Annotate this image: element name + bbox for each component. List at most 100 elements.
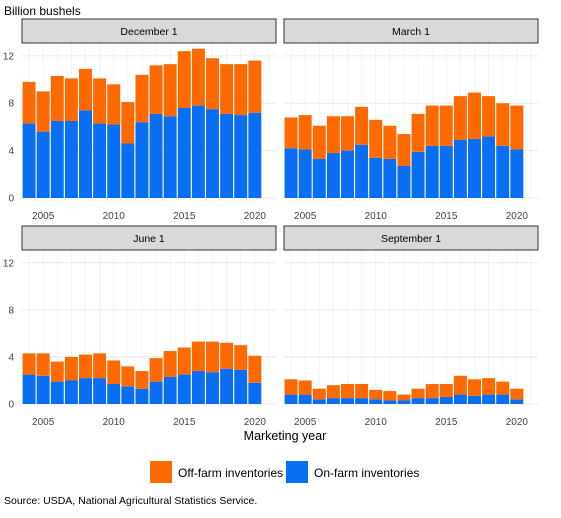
bar-on-farm-2019 <box>496 145 510 198</box>
bar-on-farm-2009 <box>93 123 107 198</box>
bar-on-farm-2012 <box>135 388 149 404</box>
bar-on-farm-2018 <box>220 113 234 198</box>
bar-off-farm-2017 <box>468 379 481 396</box>
x-tick-label: 2005 <box>32 211 55 222</box>
bar-on-farm-2020 <box>510 399 524 404</box>
bar-on-farm-2009 <box>355 398 369 404</box>
y-tick-label: 0 <box>8 400 14 411</box>
bar-off-farm-2018 <box>482 96 496 137</box>
bar-on-farm-2017 <box>206 372 219 404</box>
bar-on-farm-2014 <box>425 398 439 404</box>
bar-off-farm-2008 <box>79 68 92 111</box>
bar-off-farm-2014 <box>425 383 439 399</box>
bar-on-farm-2010 <box>369 157 383 198</box>
bar-on-farm-2012 <box>397 166 411 198</box>
bar-on-farm-2007 <box>64 380 78 404</box>
bar-off-farm-2006 <box>50 361 64 382</box>
x-tick-label: 2005 <box>294 417 317 428</box>
bar-on-farm-2012 <box>135 122 149 198</box>
bar-off-farm-2010 <box>369 119 383 158</box>
x-tick-label: 2020 <box>506 211 529 222</box>
x-axis-label: Marketing year <box>244 429 327 443</box>
bar-off-farm-2005 <box>298 380 312 395</box>
bar-off-farm-2005 <box>298 115 312 150</box>
bar-off-farm-2014 <box>163 351 177 377</box>
bar-off-farm-2020 <box>510 105 524 150</box>
facet-strip-march-1 <box>283 18 539 44</box>
bar-off-farm-2005 <box>36 91 50 132</box>
bar-off-farm-2009 <box>93 353 107 379</box>
bar-off-farm-2018 <box>220 64 234 114</box>
bar-off-farm-2008 <box>341 383 354 399</box>
bar-on-farm-2010 <box>107 383 121 404</box>
bar-off-farm-2020 <box>248 60 262 113</box>
y-tick-label: 12 <box>3 51 15 62</box>
bar-on-farm-2014 <box>425 145 439 198</box>
bar-on-farm-2008 <box>79 110 92 198</box>
x-tick-label: 2015 <box>173 211 196 222</box>
facet-title-december-1: December 1 <box>120 26 177 38</box>
bar-off-farm-2004 <box>22 81 36 124</box>
bar-on-farm-2004 <box>22 123 36 198</box>
bar-off-farm-2010 <box>369 389 383 400</box>
bar-on-farm-2006 <box>50 121 64 198</box>
y-tick-label: 4 <box>8 352 14 363</box>
legend-swatch-on-farm <box>286 461 308 483</box>
bar-on-farm-2004 <box>22 374 36 404</box>
bar-off-farm-2013 <box>411 388 425 399</box>
bar-off-farm-2011 <box>121 366 135 387</box>
bar-on-farm-2008 <box>79 378 92 404</box>
x-tick-label: 2020 <box>244 417 267 428</box>
bar-on-farm-2013 <box>149 381 163 404</box>
bar-off-farm-2007 <box>64 78 78 121</box>
bar-on-farm-2005 <box>36 131 50 198</box>
panel-3: September 1 2005 2010 2015 2020 <box>283 225 539 428</box>
bar-off-farm-2017 <box>206 58 219 110</box>
panel-0: December 1 0 4 8 12 2005 2010 2015 2020 <box>3 18 277 222</box>
bar-off-farm-2007 <box>64 356 78 381</box>
bar-on-farm-2004 <box>284 394 298 404</box>
x-tick-label: 2015 <box>435 417 458 428</box>
facet-title-september-1: September 1 <box>381 233 441 245</box>
y-tick-label: 8 <box>8 305 14 316</box>
bar-on-farm-2020 <box>248 382 262 404</box>
bar-off-farm-2012 <box>397 134 411 167</box>
bar-off-farm-2007 <box>326 385 340 399</box>
bar-off-farm-2011 <box>383 125 397 159</box>
bar-on-farm-2011 <box>383 158 397 198</box>
bar-off-farm-2009 <box>355 106 369 145</box>
x-tick-label: 2010 <box>365 211 388 222</box>
bar-off-farm-2013 <box>149 65 163 114</box>
x-tick-label: 2020 <box>506 417 529 428</box>
legend-label-on-farm: On-farm inventories <box>314 466 419 480</box>
bar-on-farm-2006 <box>312 158 326 198</box>
bar-off-farm-2006 <box>312 125 326 159</box>
facet-strip-june-1 <box>21 225 277 251</box>
bar-on-farm-2009 <box>93 378 107 404</box>
bar-on-farm-2013 <box>411 398 425 404</box>
bar-off-farm-2014 <box>425 105 439 146</box>
bar-on-farm-2013 <box>149 113 163 198</box>
bar-on-farm-2015 <box>177 107 191 198</box>
bar-off-farm-2015 <box>439 383 453 397</box>
bar-on-farm-2016 <box>191 105 205 198</box>
bar-on-farm-2006 <box>312 399 326 404</box>
bar-off-farm-2010 <box>107 84 121 125</box>
y-tick-label: 8 <box>8 99 14 110</box>
bar-off-farm-2016 <box>453 375 467 395</box>
y-tick-label: 12 <box>3 258 15 269</box>
bar-on-farm-2020 <box>510 149 524 198</box>
y-tick-label: 4 <box>8 146 14 157</box>
bar-off-farm-2019 <box>234 64 248 116</box>
bar-on-farm-2020 <box>248 112 262 198</box>
bar-on-farm-2015 <box>439 396 453 404</box>
bar-on-farm-2015 <box>177 374 191 404</box>
bar-off-farm-2013 <box>411 113 425 152</box>
bar-on-farm-2008 <box>341 150 354 198</box>
x-tick-label: 2015 <box>435 211 458 222</box>
x-tick-label: 2005 <box>32 417 55 428</box>
bar-on-farm-2019 <box>234 115 248 198</box>
x-tick-label: 2020 <box>244 211 267 222</box>
bar-on-farm-2012 <box>397 400 411 404</box>
